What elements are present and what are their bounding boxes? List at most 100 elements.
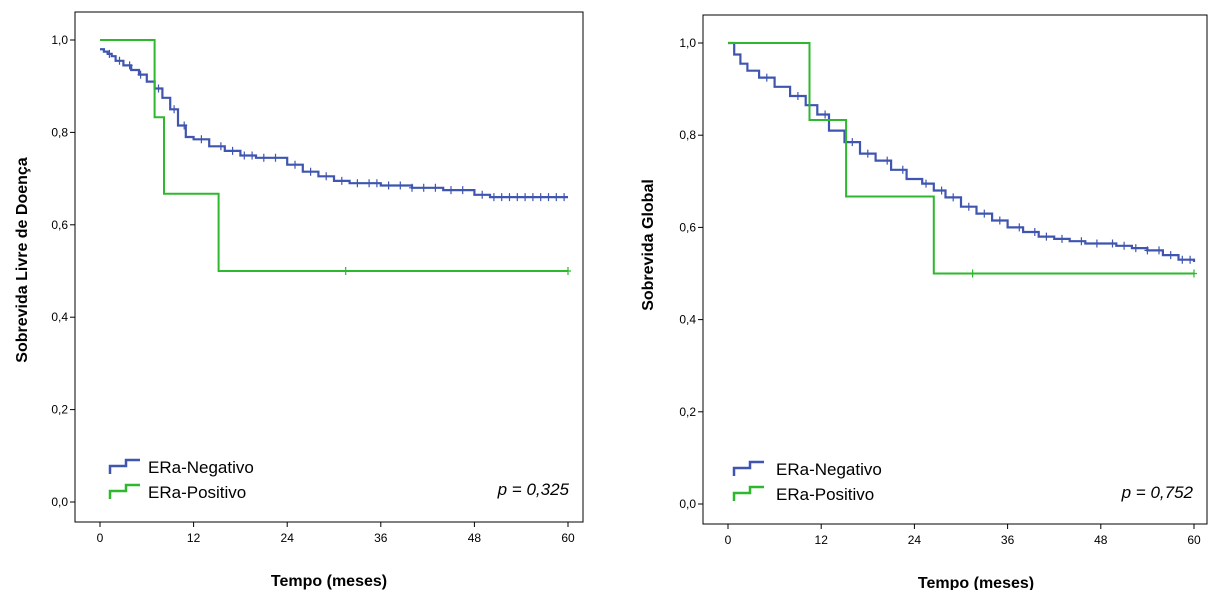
- censor-mark: [397, 181, 404, 190]
- censor-mark: [459, 186, 466, 195]
- series-line-era-positivo: [100, 39, 568, 272]
- x-tick-label: 36: [1001, 533, 1015, 547]
- censor-mark: [366, 179, 373, 188]
- censor-mark: [448, 186, 454, 195]
- legend-swatch: [108, 483, 140, 499]
- x-tick-label: 24: [908, 533, 922, 547]
- y-axis-title: Sobrevida Global: [640, 179, 657, 311]
- censor-mark: [498, 193, 505, 202]
- censor-mark: [307, 167, 314, 176]
- censor-mark: [126, 61, 133, 70]
- x-tick-label: 0: [97, 531, 104, 545]
- plot-area: [702, 14, 1208, 525]
- censor-mark: [181, 121, 188, 130]
- y-tick-label: 0,8: [51, 125, 68, 139]
- censor-mark: [479, 190, 486, 199]
- y-tick-label: 0,4: [679, 313, 696, 327]
- censor-mark: [506, 193, 513, 202]
- censor-mark: [342, 267, 349, 275]
- legend-item-positivo: ERa-Positivo: [732, 485, 874, 504]
- legend-swatch: [108, 458, 140, 474]
- p-value-annotation: p = 0,752: [1121, 483, 1194, 502]
- series-layer: [728, 41, 1197, 278]
- censor-mark: [272, 153, 279, 162]
- censor-mark: [969, 269, 976, 278]
- y-tick-label: 0,6: [679, 220, 696, 234]
- censor-mark: [1093, 239, 1100, 248]
- censor-mark: [116, 56, 123, 65]
- y-tick-label: 1,0: [679, 36, 696, 50]
- legend-item-negativo: ERa-Negativo: [732, 460, 882, 479]
- censor-mark: [1187, 255, 1194, 264]
- censor-mark: [155, 84, 162, 93]
- censor-mark: [1132, 244, 1139, 253]
- censor-mark: [553, 193, 560, 202]
- censor-mark: [514, 193, 521, 202]
- y-axis-ticks: 0,0 0,2 0,4 0,6 0,8 1,0: [679, 36, 703, 511]
- legend: ERa-Negativo ERa-Positivo: [732, 460, 882, 504]
- x-tick-label: 48: [468, 531, 482, 545]
- censor-mark: [1043, 232, 1050, 241]
- series-line-era-positivo: [728, 42, 1194, 275]
- y-axis-title: Sobrevida Livre de Doença: [14, 157, 31, 363]
- censor-mark: [822, 110, 829, 119]
- legend-swatch: [732, 460, 764, 476]
- chart-panel-disease-free-survival: 0 12 24 36 48 60 0,0 0,2 0,4 0,6 0,8 1,0 Tempo (me…: [14, 11, 584, 590]
- censor-mark: [1167, 251, 1174, 260]
- censor-mark: [338, 176, 345, 185]
- y-tick-label: 0,8: [679, 128, 696, 142]
- censor-mark: [899, 165, 906, 174]
- censor-mark: [1016, 223, 1023, 232]
- x-axis-title: Tempo (meses): [918, 575, 1034, 590]
- censor-mark: [1059, 234, 1065, 243]
- censor-mark: [1109, 239, 1116, 248]
- x-axis-title: Tempo (meses): [271, 573, 387, 590]
- y-tick-label: 0,2: [51, 403, 68, 417]
- censor-mark: [794, 92, 801, 100]
- y-axis-ticks: 0,0 0,2 0,4 0,6 0,8 1,0: [51, 33, 75, 509]
- x-tick-label: 60: [561, 531, 575, 545]
- legend-label: ERa-Positivo: [776, 485, 874, 504]
- x-axis-ticks: 0 12 24 36 48 60: [725, 524, 1201, 547]
- censor-mark: [249, 151, 256, 160]
- censor-mark: [864, 149, 871, 158]
- censor-mark: [763, 73, 770, 82]
- censor-mark: [385, 181, 392, 190]
- y-tick-label: 0,0: [51, 495, 68, 509]
- y-tick-label: 0,4: [51, 310, 68, 324]
- x-tick-label: 36: [374, 531, 388, 545]
- x-tick-label: 48: [1094, 533, 1108, 547]
- censor-mark: [1144, 246, 1151, 255]
- censor-mark: [981, 209, 988, 218]
- censor-mark: [950, 193, 957, 202]
- x-tick-label: 60: [1187, 533, 1201, 547]
- y-tick-label: 1,0: [51, 33, 68, 47]
- censor-mark: [561, 193, 568, 202]
- x-tick-label: 12: [815, 533, 829, 547]
- censor-mark: [938, 186, 945, 195]
- censor-mark: [217, 142, 224, 151]
- censor-mark: [420, 183, 427, 192]
- censor-mark: [537, 193, 544, 202]
- censor-mark: [996, 216, 1003, 225]
- censor-mark: [260, 153, 267, 162]
- censor-mark: [241, 151, 248, 160]
- x-tick-label: 0: [725, 533, 732, 547]
- censor-mark: [849, 138, 856, 147]
- y-tick-label: 0,6: [51, 218, 68, 232]
- censor-mark: [1031, 228, 1038, 236]
- p-value-annotation: p = 0,325: [497, 480, 570, 499]
- censor-mark: [106, 49, 113, 58]
- legend-label: ERa-Negativo: [148, 458, 254, 477]
- censor-mark: [171, 105, 178, 114]
- censor-mark: [229, 146, 236, 155]
- plot-area: [74, 11, 584, 523]
- legend-item-positivo: ERa-Positivo: [108, 483, 246, 502]
- legend-swatch: [732, 485, 764, 501]
- censor-mark: [490, 193, 497, 202]
- legend: ERa-Negativo ERa-Positivo: [108, 458, 254, 502]
- censor-mark: [354, 179, 361, 188]
- x-axis-ticks: 0 12 24 36 48 60: [97, 522, 575, 545]
- chart-panel-overall-survival: 0 12 24 36 48 60 0,0 0,2 0,4 0,6 0,8 1,0 Tempo (me…: [640, 14, 1208, 590]
